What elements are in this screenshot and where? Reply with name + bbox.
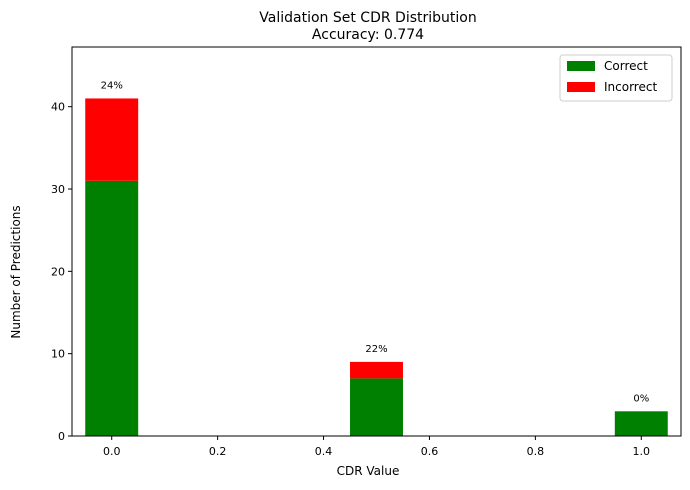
data-label-0: 24% bbox=[101, 80, 123, 91]
legend-swatch-incorrect bbox=[567, 82, 595, 92]
y-tick-label: 30 bbox=[51, 183, 65, 196]
y-tick-label: 20 bbox=[51, 265, 65, 278]
legend-label-incorrect: Incorrect bbox=[604, 80, 657, 94]
bar-correct-0 bbox=[85, 180, 139, 436]
chart-title: Validation Set CDR Distribution bbox=[259, 10, 476, 26]
data-label-2: 0% bbox=[633, 393, 649, 404]
plot-frame bbox=[71, 46, 682, 437]
legend-swatch-correct bbox=[567, 61, 595, 71]
y-tick-label: 40 bbox=[51, 101, 65, 114]
y-axis-ticks: 0 10 20 30 40 bbox=[51, 101, 72, 443]
y-tick-label: 10 bbox=[51, 348, 65, 361]
y-tick-label: 0 bbox=[58, 430, 65, 443]
bar-correct-1 bbox=[350, 378, 403, 436]
x-tick-label: 0.4 bbox=[315, 445, 333, 458]
y-axis-label: Number of Predictions bbox=[9, 205, 23, 338]
x-tick-label: 1.0 bbox=[633, 445, 651, 458]
bars-layer bbox=[85, 98, 668, 436]
x-axis-label: CDR Value bbox=[337, 464, 400, 478]
x-tick-label: 0.6 bbox=[421, 445, 439, 458]
x-axis-ticks: 0.0 0.2 0.4 0.6 0.8 1.0 bbox=[103, 436, 650, 458]
bar-incorrect-0 bbox=[85, 98, 139, 181]
data-labels-layer: 24% 22% 0% bbox=[101, 80, 650, 404]
chart-subtitle: Accuracy: 0.774 bbox=[312, 27, 424, 43]
data-label-1: 22% bbox=[365, 344, 387, 355]
bar-correct-2 bbox=[614, 411, 668, 436]
x-tick-label: 0.0 bbox=[103, 445, 121, 458]
bar-incorrect-1 bbox=[350, 361, 403, 379]
x-tick-label: 0.8 bbox=[527, 445, 545, 458]
x-tick-label: 0.2 bbox=[209, 445, 227, 458]
legend: Correct Incorrect bbox=[559, 54, 673, 102]
legend-label-correct: Correct bbox=[604, 59, 648, 73]
